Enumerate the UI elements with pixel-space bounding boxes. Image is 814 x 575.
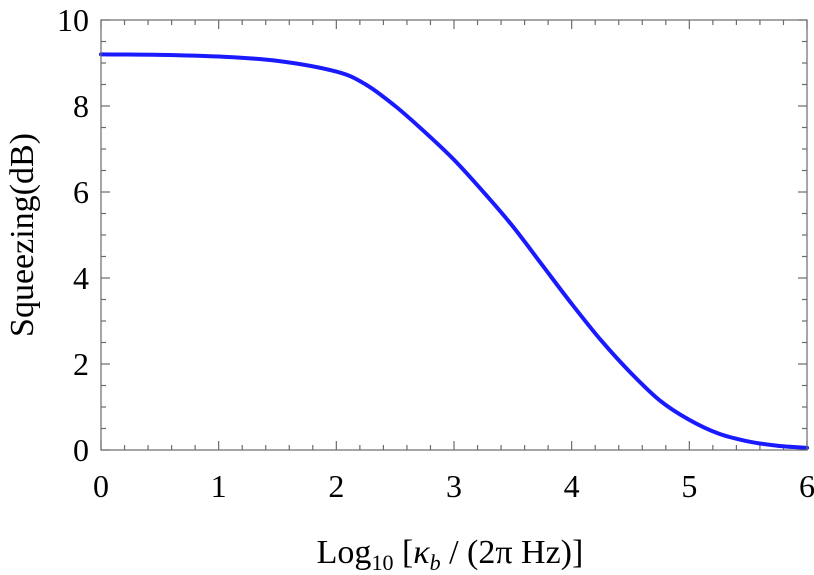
x-axis-title-log: Log: [317, 534, 372, 571]
x-tick-label: 4: [564, 468, 580, 504]
x-tick-label: 0: [93, 468, 109, 504]
x-tick-label: 1: [211, 468, 227, 504]
y-tick-label: 6: [73, 174, 89, 210]
x-axis-title-bracket: [: [393, 534, 413, 571]
squeezing-curve: [99, 52, 809, 450]
y-tick-label: 10: [57, 2, 89, 38]
x-axis-title-log-subscript: 10: [371, 550, 393, 575]
x-tick-label: 5: [681, 468, 697, 504]
x-axis-title-kappa-subscript: b: [430, 550, 441, 575]
x-axis-title-kappa: κ: [413, 534, 430, 571]
x-tick-label: 6: [799, 468, 814, 504]
x-axis-title-units: / (2π Hz)]: [441, 534, 584, 571]
series-group: [99, 52, 809, 450]
y-axis-ticks: 0 2 4 6 8 10: [57, 2, 807, 468]
y-tick-label: 4: [73, 260, 89, 296]
x-axis-ticks: 0 1 2 3 4 5 6: [93, 20, 814, 504]
y-axis-title: Squeezing(dB): [4, 133, 41, 337]
plot-frame: [100, 19, 808, 451]
y-tick-label: 0: [73, 432, 89, 468]
y-tick-label: 8: [73, 88, 89, 124]
x-axis-title: Log10 [κb / (2π Hz)]: [317, 534, 584, 575]
x-tick-label: 3: [446, 468, 462, 504]
y-tick-label: 2: [73, 346, 89, 382]
x-tick-label: 2: [328, 468, 344, 504]
